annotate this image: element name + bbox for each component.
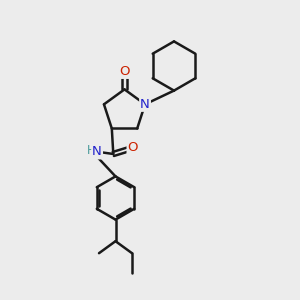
Text: N: N <box>140 98 150 111</box>
Text: H: H <box>87 145 96 158</box>
Text: N: N <box>92 146 102 158</box>
Text: O: O <box>119 65 130 78</box>
Text: O: O <box>128 142 138 154</box>
